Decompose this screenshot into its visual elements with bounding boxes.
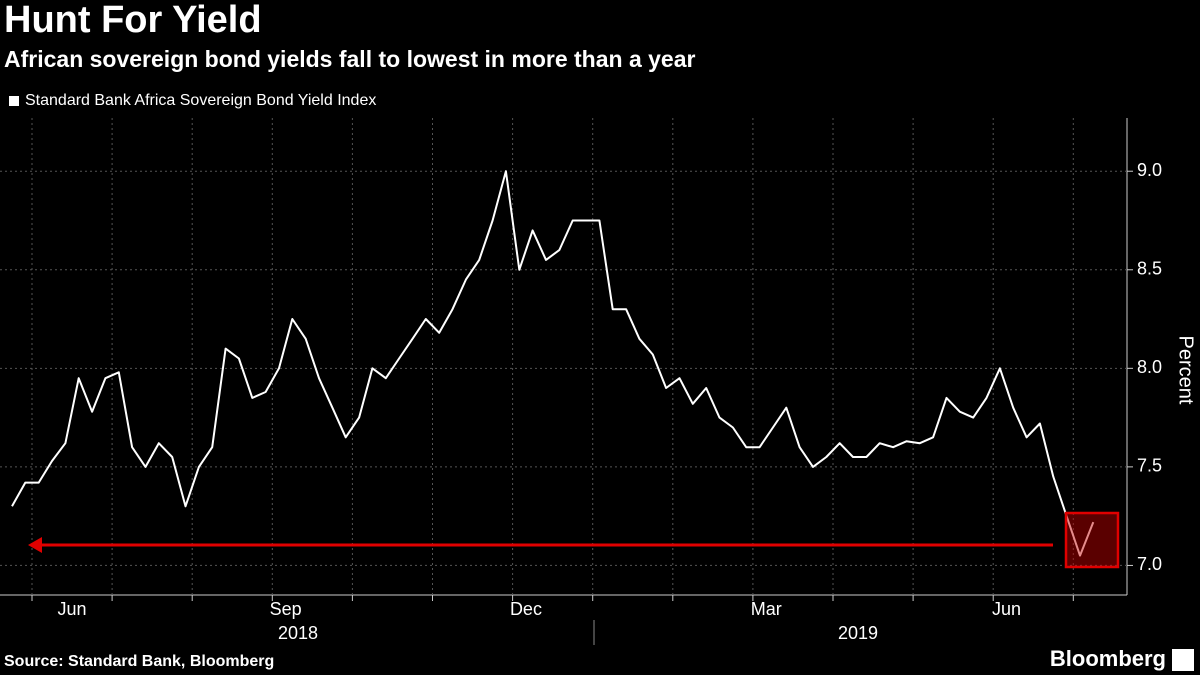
y-tick-label: 8.5: [1137, 259, 1162, 279]
y-tick-label: 7.5: [1137, 456, 1162, 476]
chart-title: Hunt For Yield: [4, 0, 262, 41]
legend-label: Standard Bank Africa Sovereign Bond Yiel…: [25, 92, 376, 109]
y-tick-label: 9.0: [1137, 160, 1162, 180]
year-label: 2019: [838, 623, 878, 643]
chart-subtitle: African sovereign bond yields fall to lo…: [4, 46, 695, 72]
legend-swatch: [9, 96, 19, 106]
x-tick-label: Sep: [270, 599, 302, 619]
y-tick-label: 8.0: [1137, 357, 1162, 377]
x-tick-label: Mar: [751, 599, 782, 619]
plot: 7.0 7.5 8.0 8.5 9.0 Jun Sep Dec Mar Jun: [0, 118, 1162, 619]
year-label: 2018: [278, 623, 318, 643]
series-line: [11, 170, 1095, 557]
x-tick-label: Jun: [58, 599, 87, 619]
brand: Bloomberg: [1050, 646, 1166, 671]
y-axis-label: Percent: [1175, 336, 1197, 405]
x-tick-label: Jun: [992, 599, 1021, 619]
annotation-box: [1064, 511, 1120, 569]
y-tick-label: 7.0: [1137, 554, 1162, 574]
x-tick-label: Dec: [510, 599, 542, 619]
brand-icon: [1172, 649, 1194, 671]
source: Source: Standard Bank, Bloomberg: [4, 653, 274, 670]
annotation-arrowhead: [28, 537, 42, 553]
